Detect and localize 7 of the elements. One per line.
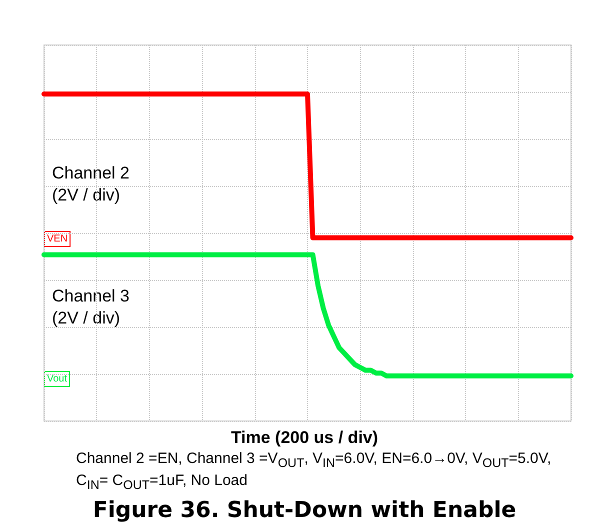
annotation: Vout (47, 374, 68, 384)
x-axis-title: Time (200 us / div) (230, 428, 380, 448)
annotation: Channel 3 (2V / div) (52, 286, 130, 328)
annotation: Channel 2 (2V / div) (52, 164, 130, 204)
text: Channel 2 =EN, Channel 3 =V$_{OUT}$, V$_{IN}$=6.0V, EN=6.0→0V, V$_{OUT}$=5.0V, C$_{IN}$= C$_{OUT}$=1uF, No Load (76, 450, 552, 492)
annotation: VEN (47, 234, 68, 244)
text: Figure 36. Shut-Down with Enable (92, 498, 518, 523)
